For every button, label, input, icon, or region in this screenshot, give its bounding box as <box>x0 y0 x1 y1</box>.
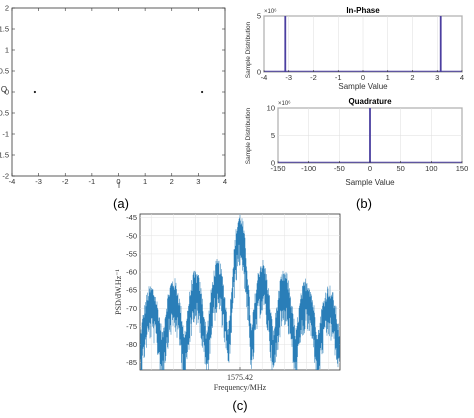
panel-c-y-ticks: -85 -80 -75 -70 -65 -60 -55 -50 -45 <box>126 213 137 367</box>
psd-trace <box>140 214 340 370</box>
x-tick-label: -150 <box>270 164 285 173</box>
x-tick-label: -2 <box>310 73 317 82</box>
y-tick-label: 0.5 <box>0 67 9 76</box>
panel-a-x-ticks: -4 -3 -2 -1 0 1 2 3 4 <box>9 8 227 186</box>
y-tick-label: -0.5 <box>0 109 9 118</box>
panel-c-xlabel: Frequency/MHz <box>214 383 267 392</box>
histogram-bar <box>284 16 287 72</box>
y-tick-label: 0 <box>257 68 261 77</box>
y-tick-label: -45 <box>126 213 137 222</box>
x-tick-label: -50 <box>334 164 345 173</box>
panel-b-bottom-xlabel: Sample Value <box>345 178 395 187</box>
panel-b-top-ylabel: Sample Distribution <box>245 21 252 78</box>
panel-b-bottom-y-ticks: 0 5 10 <box>267 104 275 168</box>
y-tick-label: -60 <box>126 268 137 277</box>
y-tick-label: -50 <box>126 231 137 240</box>
caption-c: (c) <box>232 398 247 413</box>
y-tick-label: 5 <box>271 131 275 140</box>
y-tick-label: -65 <box>126 286 137 295</box>
x-tick-label: -2 <box>62 177 69 186</box>
y-tick-label: 2 <box>5 4 9 13</box>
panel-a-axes-box <box>11 7 226 177</box>
y-tick-label: 1.5 <box>0 25 9 34</box>
y-tick-label: -75 <box>126 322 137 331</box>
panel-a-y-ticks: -2 -1.5 -1 -0.5 0 0.5 1 1.5 2 <box>0 4 225 181</box>
y-tick-label: -70 <box>126 304 137 313</box>
x-tick-label: 0 <box>368 164 372 173</box>
x-tick-label: 0 <box>116 177 120 186</box>
histogram-bar <box>369 108 371 163</box>
caption-b: (b) <box>356 196 372 211</box>
x-tick-label: 50 <box>396 164 404 173</box>
panel-b-inphase: 05 -4 -3 -2 -1 0 1 2 3 4 In-Phase Sample Value S… <box>245 6 464 91</box>
x-tick-label: -3 <box>35 177 42 186</box>
panel-b-top-exponent: ×10⁶ <box>264 8 277 15</box>
y-tick-label: -2 <box>2 172 9 181</box>
panel-c-psd-trace <box>140 214 340 370</box>
panel-b-quadrature: 0 5 10 -150 -100 -50 0 50 100 150 Quadrature Sam… <box>245 97 468 187</box>
panel-b-top-y-ticks: 05 <box>257 12 261 77</box>
y-tick-label: -85 <box>126 358 137 367</box>
panel-c-ylabel: PSD/dW.Hz⁻¹ <box>114 269 123 315</box>
x-tick-label: 150 <box>456 164 469 173</box>
x-tick-label: 1 <box>143 177 147 186</box>
y-tick-label: 1 <box>5 46 9 55</box>
y-tick-label: -80 <box>126 340 137 349</box>
constellation-point <box>201 90 204 94</box>
panel-c-xtick-center: 1575.42 <box>227 373 253 382</box>
y-tick-label: 0 <box>5 88 9 97</box>
panel-b-bottom-title: Quadrature <box>348 97 392 106</box>
x-tick-label: 4 <box>460 73 464 82</box>
panel-b-top-xlabel: Sample Value <box>338 82 388 91</box>
panel-a-xlabel: I <box>118 181 120 190</box>
y-tick-label: -1 <box>2 130 9 139</box>
x-tick-label: -4 <box>9 177 16 186</box>
constellation-point <box>33 90 36 94</box>
y-tick-label: 5 <box>257 12 261 21</box>
panel-b-bottom-x-ticks: -150 -100 -50 0 50 100 150 <box>270 161 468 173</box>
x-tick-label: -3 <box>285 73 292 82</box>
x-tick-label: 1 <box>386 73 390 82</box>
x-tick-label: 3 <box>435 73 439 82</box>
panel-a-ylabel: Q <box>1 85 7 94</box>
x-tick-label: -1 <box>89 177 96 186</box>
caption-a: (a) <box>113 196 129 211</box>
x-tick-label: 3 <box>196 177 200 186</box>
x-tick-label: -100 <box>301 164 316 173</box>
x-tick-label: 2 <box>170 177 174 186</box>
panel-b-top-title: In-Phase <box>346 6 380 15</box>
x-tick-label: -4 <box>261 73 268 82</box>
panel-a-constellation: -2 -1.5 -1 -0.5 0 0.5 1 1.5 2 -4 -3 -2 -1 0 1 2 3 4 I Q <box>0 4 227 191</box>
y-tick-label: -55 <box>126 249 137 258</box>
y-tick-label: 0 <box>271 159 275 168</box>
y-tick-label: -1.5 <box>0 151 9 160</box>
x-tick-label: 2 <box>410 73 414 82</box>
panel-b-bottom-exponent: ×10⁶ <box>278 100 291 107</box>
x-tick-label: 100 <box>425 164 438 173</box>
y-tick-label: 10 <box>267 104 275 113</box>
panel-b-top-x-ticks: -4 -3 -2 -1 0 1 2 3 4 <box>261 70 464 82</box>
panel-b-bottom-ylabel: Sample Distribution <box>245 107 252 164</box>
panel-a-points <box>33 90 204 94</box>
x-tick-label: 4 <box>223 177 227 186</box>
histogram-bar <box>439 16 442 72</box>
panel-c-psd: -85 -80 -75 -70 -65 -60 -55 -50 -45 1575.42 Freq… <box>114 213 341 392</box>
x-tick-label: 0 <box>361 73 365 82</box>
x-tick-label: -1 <box>335 73 342 82</box>
